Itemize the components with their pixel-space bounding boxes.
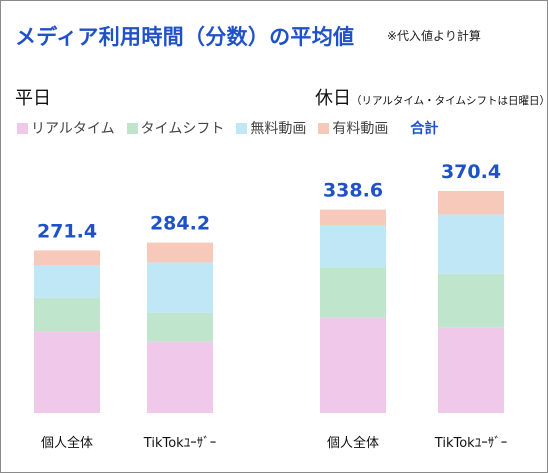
weekday-heading: 平日 [15,84,51,110]
category-label-weekday-all: 個人全体 [41,435,93,451]
bar-holiday-all-timeshift [320,267,386,318]
bar-holiday-tiktok-timeshift [438,273,504,328]
legend-swatch-free-video [236,122,248,134]
bar-weekday-tiktok-free-video [147,262,213,313]
legend-swatch-paid-video [318,122,330,134]
legend-swatch-timeshift [126,122,138,134]
legend: リアルタイム タイムシフト 無料動画 有料動画 合計 [17,118,438,138]
legend-item-free-video: 無料動画 [236,118,306,138]
category-label-weekday-tiktok: TikTokﾕｰｻﾞｰ [143,436,216,451]
legend-label-paid-video: 有料動画 [332,121,389,137]
calculation-note: ※代入値より計算 [387,29,481,43]
total-label-holiday-tiktok: 370.4 [441,161,501,183]
total-label-weekday-tiktok: 284.2 [150,213,210,235]
legend-item-realtime: リアルタイム [17,118,115,138]
holiday-subheading: （リアルタイム・タイムシフトは日曜日） [351,95,548,107]
bar-weekday-all-paid-video [34,250,100,266]
legend-swatch-realtime [17,122,28,134]
bar-holiday-tiktok-realtime [438,327,504,413]
legend-label-timeshift: タイムシフト [140,121,225,137]
legend-item-timeshift: タイムシフト [126,118,225,138]
bar-weekday-all-timeshift [34,297,100,332]
chart-title: メディア利用時間（分数）の平均値 [15,25,355,49]
holiday-heading-text: 休日 [315,88,351,109]
bar-holiday-all-realtime [320,317,386,413]
bar-weekday-tiktok-realtime [147,341,213,413]
total-label-weekday-all: 271.4 [37,220,97,242]
bar-holiday-all-paid-video [320,209,386,226]
category-label-holiday-all: 個人全体 [327,435,379,451]
bar-weekday-tiktok-timeshift [147,312,213,342]
holiday-heading: 休日（リアルタイム・タイムシフトは日曜日） [315,84,548,110]
bar-holiday-tiktok-paid-video [438,191,504,215]
legend-label-free-video: 無料動画 [250,121,307,137]
bar-holiday-all-free-video [320,225,386,268]
category-label-holiday-tiktok: TikTokﾕｰｻﾞｰ [434,436,507,451]
bar-weekday-all-realtime [34,331,100,413]
legend-label-realtime: リアルタイム [31,121,115,137]
bar-weekday-tiktok-paid-video [147,242,213,263]
legend-total-label: 合計 [410,121,439,137]
bar-holiday-tiktok-free-video [438,214,504,274]
total-label-holiday-all: 338.6 [323,180,383,202]
bar-weekday-all-free-video [34,265,100,298]
legend-item-paid-video: 有料動画 [318,118,388,138]
weekday-heading-text: 平日 [15,88,51,109]
